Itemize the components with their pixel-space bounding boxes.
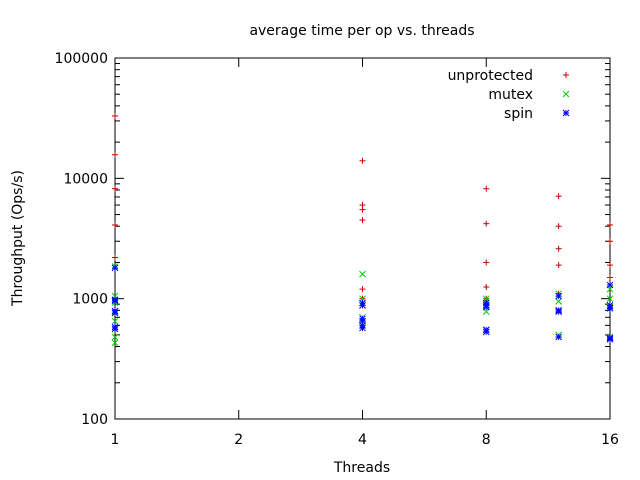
point-spin xyxy=(482,303,490,311)
point-unprotected xyxy=(555,223,562,230)
legend-marker-mutex xyxy=(562,90,570,98)
point-unprotected xyxy=(607,238,613,245)
point-unprotected xyxy=(359,286,366,293)
point-spin xyxy=(359,324,366,332)
point-spin xyxy=(555,333,562,341)
point-unprotected xyxy=(112,151,118,158)
point-spin xyxy=(482,328,490,336)
data-points xyxy=(111,112,614,347)
chart-title: average time per op vs. threads xyxy=(249,23,474,39)
point-spin xyxy=(111,309,119,317)
point-mutex xyxy=(606,295,614,303)
x-tick-label: 16 xyxy=(601,432,619,448)
y-tick-label: 10000 xyxy=(63,171,108,187)
point-unprotected xyxy=(112,112,118,119)
y-tick-label: 100 xyxy=(81,412,108,428)
x-axis-label: Threads xyxy=(333,460,390,476)
point-spin xyxy=(111,297,119,305)
legend-label-mutex: mutex xyxy=(488,87,533,103)
x-tick-label: 4 xyxy=(358,432,367,448)
point-mutex xyxy=(111,333,119,341)
y-tick-label: 1000 xyxy=(72,292,108,308)
point-unprotected xyxy=(555,193,562,200)
point-unprotected xyxy=(359,206,366,213)
point-unprotected xyxy=(607,274,613,281)
point-mutex xyxy=(111,339,119,347)
point-spin xyxy=(111,325,119,333)
y-tick-label: 100000 xyxy=(55,51,108,67)
point-unprotected xyxy=(112,254,118,261)
point-unprotected xyxy=(607,221,613,228)
point-spin xyxy=(606,335,614,343)
point-mutex xyxy=(111,317,119,325)
x-tick-label: 2 xyxy=(234,432,243,448)
legend-label-unprotected: unprotected xyxy=(448,68,533,84)
point-spin xyxy=(555,292,562,300)
point-spin xyxy=(555,308,562,316)
point-unprotected xyxy=(112,221,118,228)
point-mutex xyxy=(555,297,562,305)
legend-marker-spin xyxy=(562,109,570,117)
point-unprotected xyxy=(555,245,562,252)
point-unprotected xyxy=(607,262,613,269)
y-axis-label: Throughput (Ops/s) xyxy=(10,170,26,307)
x-tick-label: 1 xyxy=(111,432,120,448)
point-spin xyxy=(111,264,119,272)
point-unprotected xyxy=(483,259,490,266)
legend-marker-unprotected xyxy=(563,72,569,78)
point-unprotected xyxy=(483,284,490,291)
point-unprotected xyxy=(359,217,366,224)
point-spin xyxy=(606,305,614,312)
legend: unprotected mutex spin xyxy=(448,68,570,122)
point-mutex xyxy=(359,270,366,278)
point-unprotected xyxy=(483,185,490,192)
x-tick-label: 8 xyxy=(482,432,491,448)
point-spin xyxy=(606,281,614,289)
point-spin xyxy=(359,301,366,309)
point-unprotected xyxy=(359,157,366,164)
axis-ticks: 1 2 4 8 16 100 1000 10000 100000 xyxy=(55,51,619,448)
plot-frame xyxy=(114,57,611,420)
point-unprotected xyxy=(483,220,490,227)
point-unprotected xyxy=(112,185,118,192)
point-unprotected xyxy=(555,262,562,269)
legend-label-spin: spin xyxy=(504,106,533,122)
